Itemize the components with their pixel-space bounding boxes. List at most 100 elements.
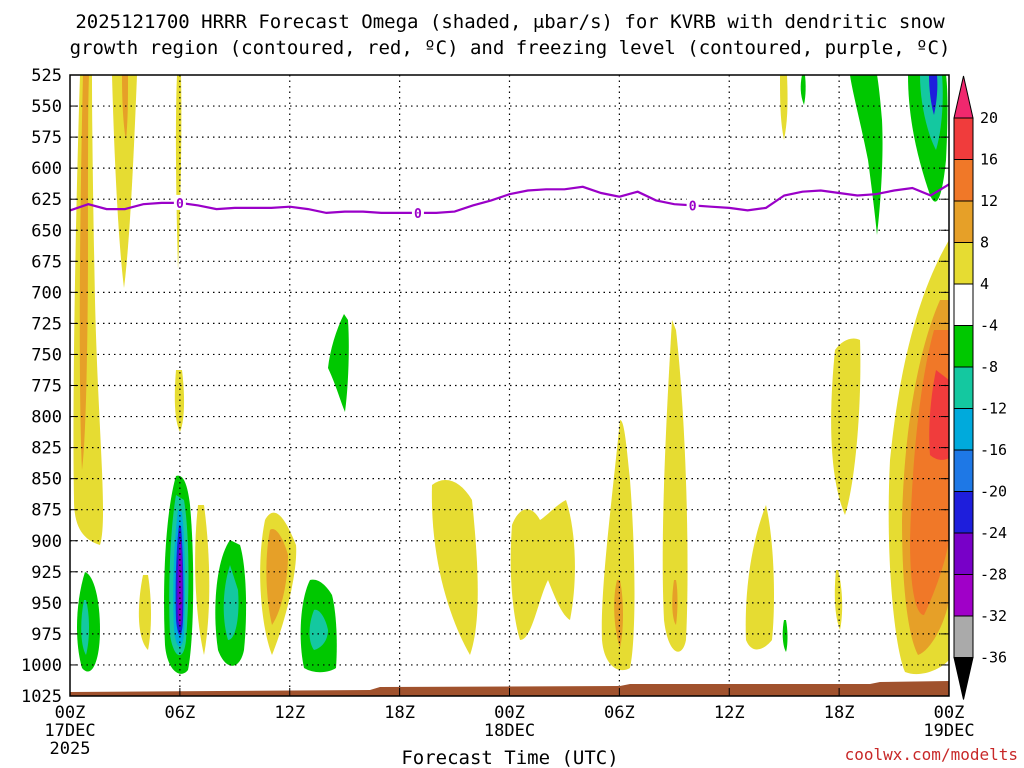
x-tick-label: 00Z — [494, 703, 525, 723]
colorbar-swatch — [953, 200, 974, 243]
omega-region — [614, 580, 623, 648]
colorbar-label: -32 — [980, 607, 1007, 625]
omega-region — [266, 529, 288, 625]
y-tick-label: 800 — [31, 408, 62, 428]
y-tick-label: 900 — [31, 532, 62, 552]
freezing-level-label: 0 — [689, 199, 697, 214]
omega-region — [138, 575, 151, 650]
omega-region — [831, 338, 861, 515]
colorbar-top-arrow — [953, 75, 974, 119]
omega-region — [745, 505, 774, 650]
y-tick-label: 725 — [31, 314, 62, 334]
colorbar-swatch — [953, 242, 974, 285]
omega-region — [601, 420, 635, 671]
colorbar-label: -12 — [980, 400, 1007, 418]
omega-region — [672, 580, 678, 625]
y-tick-label: 775 — [31, 377, 62, 397]
y-tick-label: 675 — [31, 252, 62, 272]
y-tick-label: 925 — [31, 563, 62, 583]
y-tick-label: 950 — [31, 594, 62, 614]
omega-shading — [73, 75, 949, 675]
x-date-label: 17DEC — [44, 721, 95, 741]
colorbar-swatch — [953, 449, 974, 492]
colorbar-label: -24 — [980, 524, 1007, 542]
y-tick-label: 1025 — [21, 687, 62, 707]
chart-title-line2: growth region (contoured, red, ºC) and f… — [70, 37, 951, 59]
x-axis-label: Forecast Time (UTC) — [401, 747, 618, 768]
x-tick-label: 18Z — [384, 703, 415, 723]
omega-region — [175, 75, 182, 270]
omega-region — [112, 75, 137, 288]
chart-title-line1: 2025121700 HRRR Forecast Omega (shaded, … — [75, 11, 945, 33]
plot-grid — [70, 75, 949, 696]
y-tick-label: 850 — [31, 470, 62, 490]
omega-region — [510, 500, 575, 640]
colorbar-label: -20 — [980, 483, 1007, 501]
omega-region — [309, 609, 328, 650]
colorbar-swatch — [953, 615, 974, 658]
colorbar-label: 8 — [980, 234, 989, 252]
omega-region — [328, 314, 349, 412]
omega-region — [79, 75, 89, 470]
x-tick-label: 06Z — [604, 703, 635, 723]
colorbar-label: -4 — [980, 317, 998, 335]
omega-region — [431, 480, 478, 655]
y-tick-label: 1000 — [21, 656, 62, 676]
freezing-label-bg — [411, 204, 424, 220]
y-tick-label: 525 — [31, 66, 62, 86]
freezing-level-contour: 0 0 0 — [70, 183, 949, 222]
x-tick-label: 12Z — [274, 703, 305, 723]
freezing-label-bg — [173, 194, 186, 210]
x-tick-label: 18Z — [824, 703, 855, 723]
omega-region — [782, 620, 788, 652]
y-tick-label: 625 — [31, 190, 62, 210]
x-tick-label: 06Z — [165, 703, 196, 723]
omega-region — [223, 565, 239, 640]
omega-region — [800, 75, 806, 105]
colorbar-swatch — [953, 325, 974, 368]
omega-region — [834, 570, 843, 630]
colorbar-label: 12 — [980, 192, 998, 210]
colorbar-label: 16 — [980, 151, 998, 169]
freezing-level-line — [70, 183, 949, 215]
omega-region — [929, 75, 938, 115]
colorbar-swatch — [953, 532, 974, 575]
colorbar-swatch — [953, 117, 974, 160]
omega-region — [195, 505, 210, 655]
x-year-label: 2025 — [50, 739, 91, 759]
colorbar-label: 20 — [980, 109, 998, 127]
colorbar-swatch — [953, 491, 974, 534]
colorbar-swatch — [953, 159, 974, 202]
x-tick-label: 00Z — [55, 703, 86, 723]
colorbar-bottom-arrow — [953, 657, 974, 700]
omega-region — [920, 75, 943, 150]
y-tick-label: 825 — [31, 439, 62, 459]
y-tick-label: 875 — [31, 501, 62, 521]
y-tick-label: 550 — [31, 97, 62, 117]
y-tick-label: 575 — [31, 128, 62, 148]
colorbar-label: -16 — [980, 441, 1007, 459]
credit-text: coolwx.com/modelts — [845, 745, 1018, 764]
x-date-label: 18DEC — [484, 721, 535, 741]
colorbar-swatch — [953, 366, 974, 409]
x-tick-label: 12Z — [714, 703, 745, 723]
x-date-label: 19DEC — [923, 721, 974, 741]
omega-region — [122, 75, 128, 140]
freezing-label-bg — [686, 197, 699, 213]
colorbar-label: -8 — [980, 358, 998, 376]
omega-region — [81, 600, 89, 655]
y-tick-label: 700 — [31, 283, 62, 303]
omega-region — [662, 320, 688, 652]
colorbar-label: -36 — [980, 649, 1007, 667]
freezing-level-label: 0 — [176, 197, 184, 212]
colorbar-swatch — [953, 408, 974, 451]
freezing-level-label: 0 — [414, 207, 422, 222]
y-tick-label: 600 — [31, 159, 62, 179]
x-tick-label: 00Z — [934, 703, 965, 723]
y-tick-label: 650 — [31, 221, 62, 241]
omega-region — [780, 75, 788, 140]
omega-region — [929, 370, 949, 460]
y-axis: 525 550 575 600 625 650 675 700 725 750 775 800 825 8… — [21, 66, 949, 707]
